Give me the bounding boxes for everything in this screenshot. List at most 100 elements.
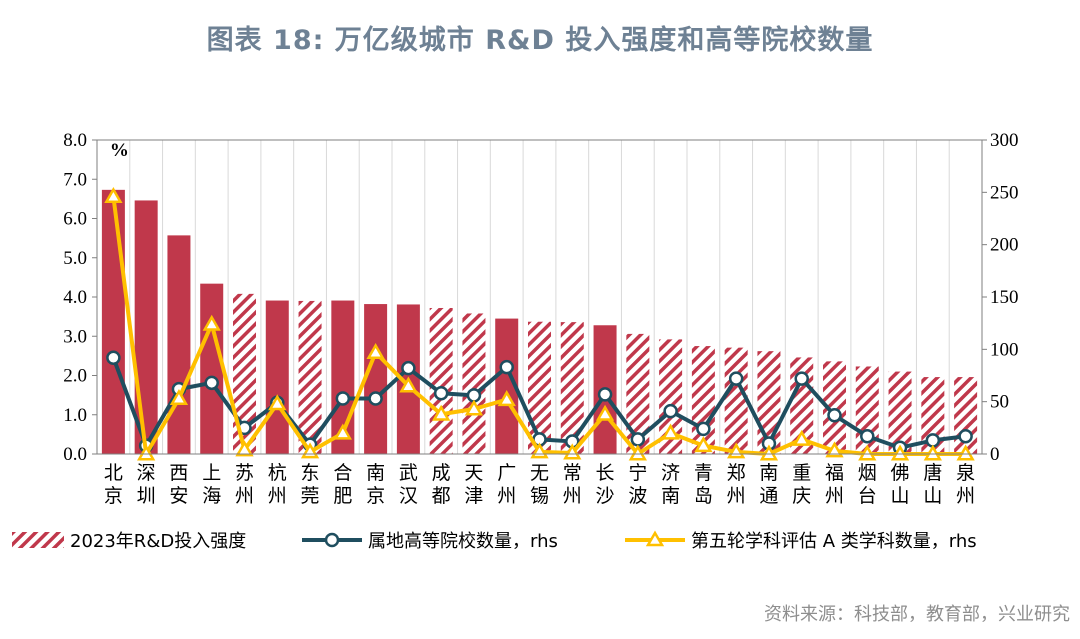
category-label: 州 [563,485,582,507]
left-tick-label: 3.0 [63,326,87,347]
point-marker [759,444,779,461]
right-tick-label: 0 [990,444,1000,465]
bar [495,318,519,454]
category-label: 波 [628,485,647,507]
category-label: 州 [497,485,516,507]
bar [233,293,256,454]
bar [823,361,846,454]
left-tick-label: 8.0 [63,130,87,151]
bar [101,189,125,454]
legend-label: 第五轮学科评估 A 类学科数量，rhs [691,531,977,552]
category-label: 长 [596,462,615,484]
bar [364,304,388,454]
category-label: 沙 [596,485,615,507]
bar [265,300,289,454]
point-marker [202,314,221,331]
category-label: 通 [759,485,778,507]
unit-label: % [110,140,129,161]
point-marker [890,444,910,461]
category-label: 山 [891,485,910,507]
point-marker [368,391,383,406]
point-marker [694,436,713,453]
point-marker [794,371,809,386]
category-label: 圳 [137,485,156,507]
tick-labels: 0.0 1.0 2.0 3.0 4.0 5.0 6.0 7.0 8.0 0 50 100 150 200 2… [63,130,1018,465]
category-label: 州 [727,485,746,507]
point-marker [204,375,219,391]
category-label: 宁 [628,462,647,484]
left-tick-label: 7.0 [63,169,87,190]
legend-marker [324,532,340,548]
bar [298,300,322,454]
category-label: 汉 [399,485,418,507]
category-label: 岛 [694,485,713,507]
category-label: 福 [825,462,844,484]
legend-label: 属地高等院校数量，rhs [368,531,558,552]
category-label: 海 [202,485,221,507]
category-labels: 北京深圳西安上海苏州杭州东莞合肥南京武汉成都天津广州无锡常州长沙宁波济南青岛郑州… [104,462,975,507]
category-label: 南 [366,462,385,484]
bar [528,321,551,454]
chart-title: 图表 18: 万亿级城市 R&D 投入强度和高等院校数量 [206,25,874,56]
point-marker [792,429,811,446]
bar [921,377,945,454]
left-tick-label: 6.0 [63,209,87,230]
point-marker [923,444,942,461]
category-label: 深 [137,462,156,484]
category-label: 武 [399,462,418,484]
category-label: 山 [923,485,942,507]
category-label: 北 [104,462,123,484]
point-marker [432,404,451,421]
left-tick-label: 1.0 [63,405,87,426]
category-label: 锡 [530,485,549,507]
point-marker [661,423,680,440]
point-marker [628,444,647,461]
category-label: 天 [464,462,483,484]
point-marker [860,428,875,444]
gridlines [129,140,950,454]
category-label: 重 [792,462,811,484]
point-marker [499,359,514,375]
bar [429,307,453,454]
category-label: 佛 [891,462,910,484]
bar [888,371,912,454]
category-label: 泉 [956,462,975,484]
bar [560,322,584,454]
point-marker [169,389,189,406]
chart: 0.0 1.0 2.0 3.0 4.0 5.0 6.0 7.0 8.0 0 50 100 150 200 2… [12,130,1019,552]
point-marker [335,391,351,406]
left-tick-label: 0.0 [63,444,87,465]
category-label: 都 [432,485,451,507]
point-marker [595,404,615,421]
point-marker [433,386,449,401]
point-marker [858,444,877,461]
category-label: 杭 [268,462,287,484]
category-label: 济 [661,462,680,484]
point-marker [663,403,678,419]
point-marker [333,423,352,440]
legend-label: 2023年R&D投入强度 [70,531,246,552]
bar [626,333,650,454]
right-tick-label: 300 [990,130,1019,151]
category-label: 唐 [923,462,942,484]
right-tick-label: 50 [990,392,1009,413]
point-marker [728,371,744,386]
category-label: 东 [301,462,320,484]
point-marker [401,360,416,376]
category-label: 成 [432,462,451,484]
category-label: 南 [661,485,680,507]
bar [134,200,158,454]
point-marker [268,394,287,411]
legend-marker [645,530,665,547]
bar [200,283,224,454]
category-label: 苏 [235,462,254,484]
right-tick-label: 100 [990,339,1019,360]
category-label: 上 [202,462,221,484]
category-label: 烟 [858,462,877,484]
category-label: 京 [366,485,385,507]
category-label: 京 [104,485,123,507]
point-marker [958,428,973,444]
point-marker [106,350,121,365]
category-label: 广 [497,462,516,484]
line-series [104,187,975,461]
